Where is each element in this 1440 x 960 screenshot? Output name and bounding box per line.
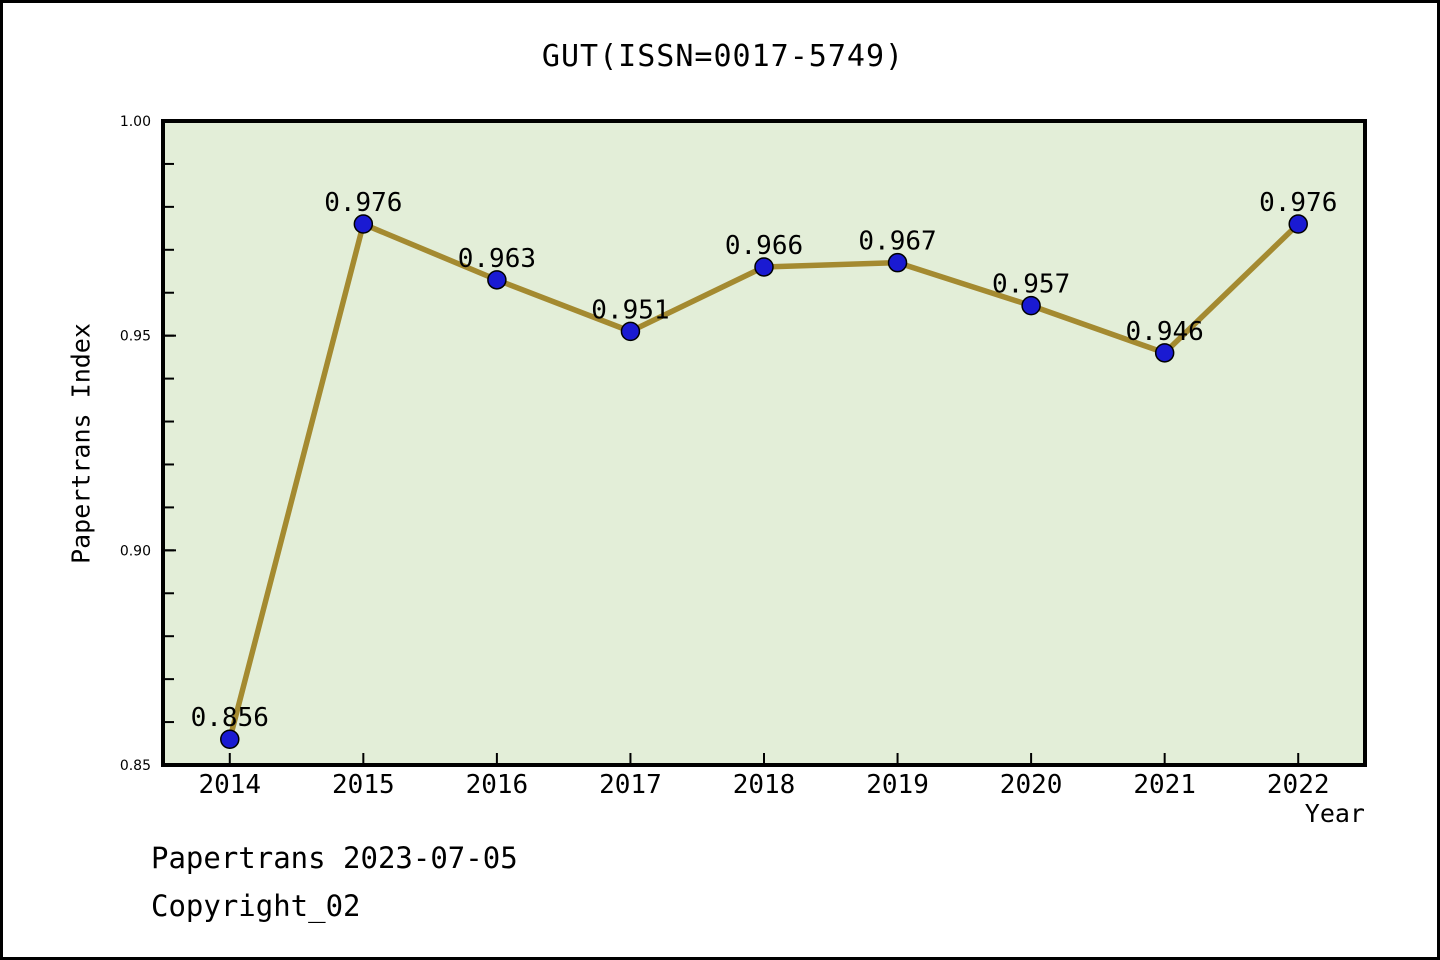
data-point-label: 0.957 — [992, 270, 1070, 300]
data-point — [353, 214, 374, 234]
data-point-label: 0.951 — [591, 295, 669, 325]
x-tick-label: 2016 — [466, 770, 529, 800]
data-point-label: 0.946 — [1126, 317, 1204, 347]
data-point — [220, 729, 240, 749]
data-point-label: 0.856 — [191, 703, 269, 733]
plot-frame — [161, 119, 1367, 767]
data-point-label: 0.976 — [1259, 188, 1337, 218]
data-point — [1021, 295, 1041, 316]
data-point-label: 0.966 — [725, 231, 803, 261]
data-point-label: 0.976 — [324, 188, 402, 218]
data-point — [1288, 214, 1308, 234]
x-axis-label: Year — [1304, 799, 1365, 828]
y-tick-label: 0.95 — [120, 329, 151, 345]
data-point — [1154, 343, 1175, 363]
data-point — [620, 321, 641, 342]
x-tick-label: 2019 — [866, 770, 929, 800]
chart-title: GUT(ISSN=0017-5749) — [541, 39, 905, 74]
x-tick-label: 2018 — [733, 770, 796, 800]
data-point — [754, 257, 774, 277]
data-point-label: 0.967 — [858, 227, 936, 257]
x-tick-label: 2017 — [599, 770, 662, 800]
y-tick-label: 0.85 — [120, 758, 151, 774]
footer-watermark-date: Papertrans 2023-07-05 — [151, 841, 518, 875]
y-tick-label: 0.90 — [120, 543, 151, 559]
x-tick-label: 2014 — [198, 770, 261, 800]
x-tick-label: 2015 — [332, 770, 395, 800]
y-axis-label: Papertrans Index — [66, 323, 96, 564]
x-tick-label: 2021 — [1133, 770, 1196, 800]
x-tick-label: 2022 — [1267, 770, 1330, 800]
y-tick-label: 1.00 — [120, 114, 151, 130]
plot-area: 0.85 0.90 0.95 1.00 2014 2015 2016 2017 2018 2019… — [120, 114, 1367, 800]
data-point — [487, 270, 507, 290]
footer-copyright: Copyright_02 — [151, 889, 361, 923]
data-point-label: 0.963 — [458, 244, 536, 274]
x-tick-label: 2020 — [1000, 770, 1063, 800]
data-point — [887, 252, 908, 273]
